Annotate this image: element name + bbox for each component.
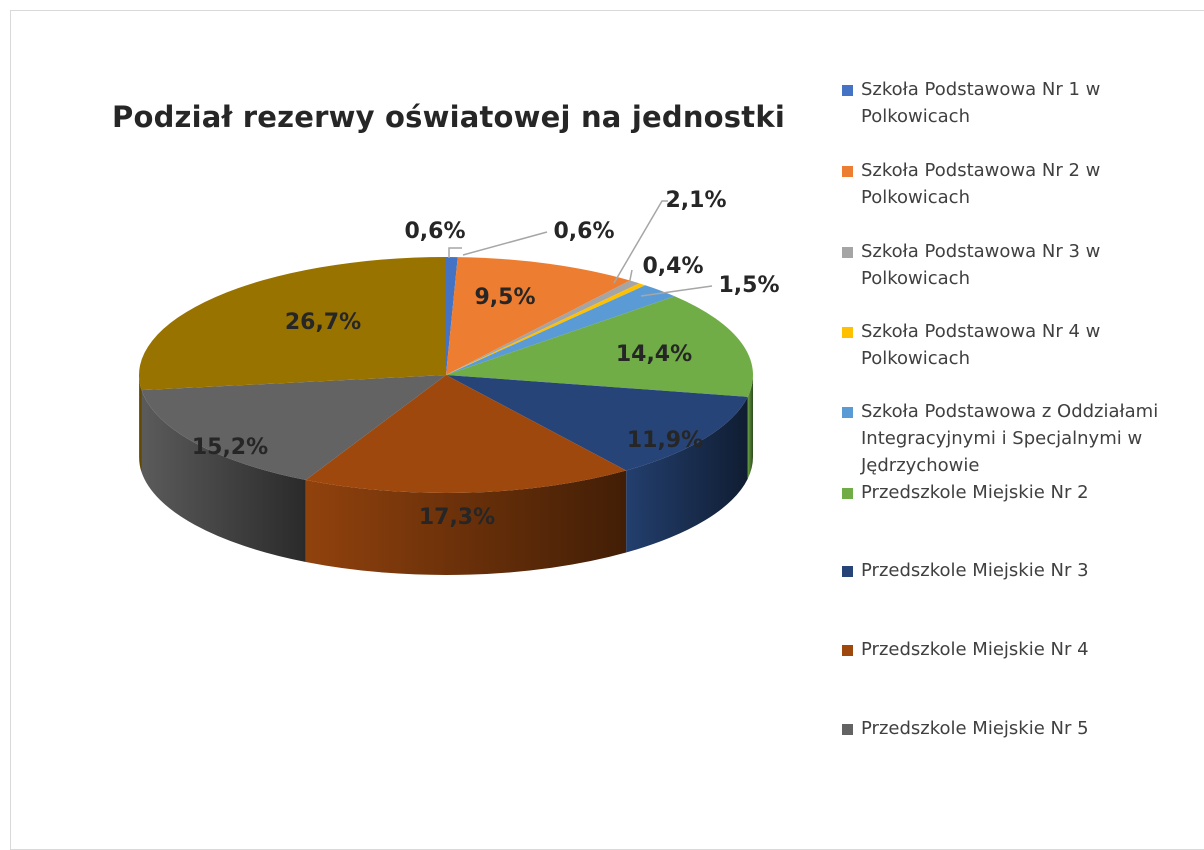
pie-slice bbox=[446, 280, 640, 375]
pie-slice-side bbox=[139, 375, 142, 473]
pie-slice bbox=[446, 257, 631, 375]
data-label: 0,6% bbox=[404, 219, 465, 244]
leader-line bbox=[462, 231, 548, 256]
pie-slice bbox=[446, 257, 458, 375]
legend-swatch bbox=[842, 645, 853, 656]
data-label: 2,1% bbox=[665, 188, 726, 213]
pie-slice bbox=[139, 257, 446, 391]
pie-slice bbox=[446, 283, 646, 375]
data-label: 11,9% bbox=[627, 428, 703, 453]
leader-line bbox=[640, 285, 713, 297]
leader-line bbox=[613, 200, 668, 284]
legend-label: Szkoła Podstawowa z Oddziałami Integracy… bbox=[861, 401, 1159, 476]
data-label: 15,2% bbox=[192, 435, 268, 460]
legend-item: Przedszkole Miejskie Nr 4 bbox=[842, 636, 1191, 663]
data-label: 1,5% bbox=[718, 273, 779, 298]
legend-item: Przedszkole Miejskie Nr 2 bbox=[842, 479, 1191, 506]
legend-label: Szkoła Podstawowa Nr 2 w Polkowicach bbox=[861, 160, 1101, 208]
legend-swatch bbox=[842, 247, 853, 258]
legend-swatch bbox=[842, 407, 853, 418]
legend-swatch bbox=[842, 327, 853, 338]
data-label: 14,4% bbox=[616, 342, 692, 367]
legend-swatch bbox=[842, 166, 853, 177]
legend-swatch bbox=[842, 724, 853, 735]
leader-line bbox=[628, 269, 633, 286]
pie-slice-side bbox=[141, 390, 306, 562]
legend-item: Szkoła Podstawowa Nr 1 w Polkowicach bbox=[842, 76, 1191, 130]
data-label: 26,7% bbox=[285, 310, 361, 335]
legend-item: Szkoła Podstawowa Nr 3 w Polkowicach bbox=[842, 238, 1191, 292]
pie-slice bbox=[305, 375, 627, 493]
legend-item: Przedszkole Miejskie Nr 3 bbox=[842, 557, 1191, 584]
legend-label: Szkoła Podstawowa Nr 3 w Polkowicach bbox=[861, 241, 1101, 289]
legend-swatch bbox=[842, 488, 853, 499]
legend-label: Przedszkole Miejskie Nr 4 bbox=[861, 639, 1089, 660]
legend-item: Przedszkole Miejskie Nr 5 bbox=[842, 715, 1191, 742]
legend-label: Przedszkole Miejskie Nr 3 bbox=[861, 560, 1089, 581]
pie-slice bbox=[446, 296, 753, 397]
legend-swatch bbox=[842, 85, 853, 96]
legend-label: Szkoła Podstawowa Nr 1 w Polkowicach bbox=[861, 79, 1101, 127]
leader-line bbox=[448, 247, 462, 258]
legend-label: Przedszkole Miejskie Nr 5 bbox=[861, 718, 1089, 739]
legend-label: Przedszkole Miejskie Nr 2 bbox=[861, 482, 1089, 503]
legend-swatch bbox=[842, 566, 853, 577]
legend-label: Szkoła Podstawowa Nr 4 w Polkowicach bbox=[861, 321, 1101, 369]
pie-slice-side bbox=[747, 375, 753, 479]
legend-item: Szkoła Podstawowa Nr 2 w Polkowicach bbox=[842, 157, 1191, 211]
pie-slice bbox=[141, 375, 447, 480]
chart-title: Podział rezerwy oświatowej na jednostki bbox=[112, 100, 785, 134]
pie-slice bbox=[446, 285, 675, 375]
data-label: 9,5% bbox=[474, 285, 535, 310]
legend-item: Szkoła Podstawowa z Oddziałami Integracy… bbox=[842, 398, 1191, 479]
pie-slice-side bbox=[305, 470, 627, 576]
pie-slice bbox=[446, 375, 748, 471]
data-label: 17,3% bbox=[419, 505, 495, 530]
data-label: 0,6% bbox=[553, 219, 614, 244]
pie-slice-side bbox=[626, 396, 748, 553]
data-label: 0,4% bbox=[642, 254, 703, 279]
legend-item: Szkoła Podstawowa Nr 4 w Polkowicach bbox=[842, 318, 1191, 372]
